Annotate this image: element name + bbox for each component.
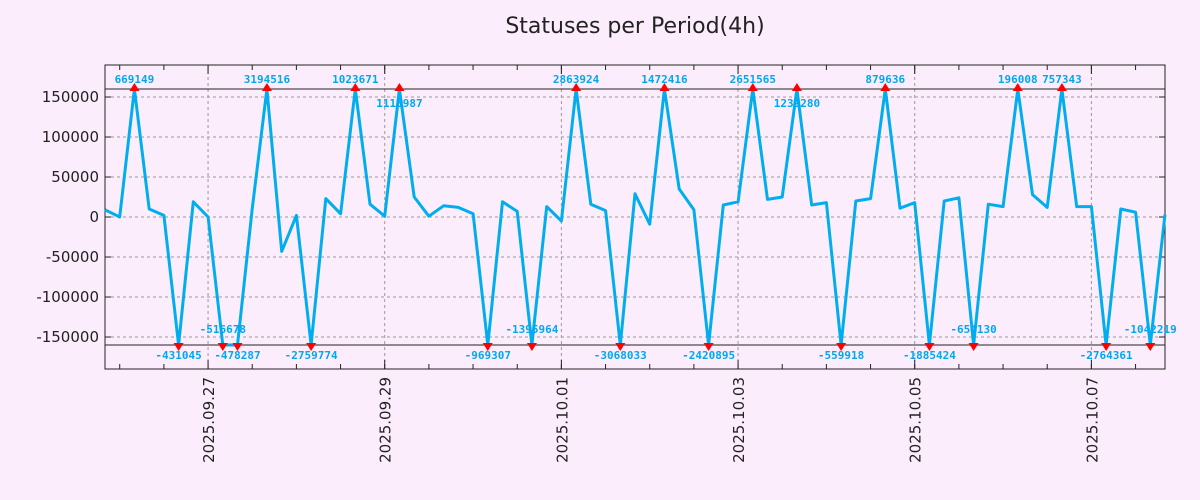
out-of-range-marker — [747, 83, 758, 91]
data-label: -478287 — [214, 349, 260, 362]
out-of-range-marker — [350, 83, 361, 91]
data-label: 2863924 — [553, 73, 600, 86]
y-tick-label: -100000 — [36, 288, 99, 306]
out-of-range-marker — [261, 83, 272, 91]
data-label: -2759774 — [285, 349, 338, 362]
data-label: 2651565 — [730, 73, 776, 86]
out-of-range-marker — [232, 343, 243, 351]
chart-title: Statuses per Period(4h) — [505, 14, 765, 39]
out-of-range-marker — [924, 343, 935, 351]
data-label: 1239280 — [774, 97, 820, 110]
x-tick-label: 2025.10.03 — [730, 377, 748, 463]
out-of-range-marker — [217, 343, 228, 351]
series-line — [104, 87, 1167, 347]
data-label: -1042219 — [1124, 323, 1177, 336]
data-label: 196008 — [998, 73, 1038, 86]
data-label: 879636 — [865, 73, 905, 86]
out-of-range-marker — [615, 343, 626, 351]
out-of-range-marker — [394, 83, 405, 91]
y-tick-label: -150000 — [36, 328, 99, 346]
out-of-range-marker — [173, 343, 184, 351]
out-of-range-marker — [571, 83, 582, 91]
out-of-range-marker — [1101, 343, 1112, 351]
out-of-range-marker — [880, 83, 891, 91]
out-of-range-marker — [836, 343, 847, 351]
out-of-range-marker — [703, 343, 714, 351]
y-tick-label: 50000 — [51, 168, 99, 186]
out-of-range-marker — [482, 343, 493, 351]
y-tick-label: 0 — [89, 208, 99, 226]
y-tick-label: -50000 — [46, 248, 99, 266]
data-label: -559918 — [818, 349, 864, 362]
out-of-range-marker — [659, 83, 670, 91]
data-label: 669149 — [115, 73, 155, 86]
data-label: 3194516 — [244, 73, 291, 86]
data-label: 1110987 — [376, 97, 422, 110]
x-tick-label: 2025.10.05 — [907, 377, 925, 463]
out-of-range-marker — [1056, 83, 1067, 91]
out-of-range-marker — [129, 83, 140, 91]
out-of-range-marker — [306, 343, 317, 351]
data-label: 757343 — [1042, 73, 1082, 86]
x-tick-label: 2025.09.27 — [200, 377, 218, 463]
data-label: -516678 — [200, 323, 246, 336]
y-tick-label: 150000 — [42, 88, 99, 106]
data-label: 1023671 — [332, 73, 379, 86]
data-label: -2420895 — [682, 349, 735, 362]
out-of-range-marker — [1012, 83, 1023, 91]
data-label: 1472416 — [641, 73, 688, 86]
out-of-range-marker — [968, 343, 979, 351]
x-tick-label: 2025.09.29 — [377, 377, 395, 463]
data-label: -3068033 — [594, 349, 647, 362]
data-label: -1395964 — [505, 323, 558, 336]
out-of-range-marker — [526, 343, 537, 351]
data-label: -1885424 — [903, 349, 956, 362]
x-tick-label: 2025.10.01 — [553, 377, 571, 463]
x-tick-label: 2025.10.07 — [1083, 377, 1101, 463]
data-label: -2764361 — [1080, 349, 1133, 362]
out-of-range-marker — [1145, 343, 1156, 351]
out-of-range-marker — [791, 83, 802, 91]
y-tick-label: 100000 — [42, 128, 99, 146]
data-label: -654130 — [950, 323, 996, 336]
data-label: -431045 — [155, 349, 201, 362]
data-label: -969307 — [465, 349, 511, 362]
